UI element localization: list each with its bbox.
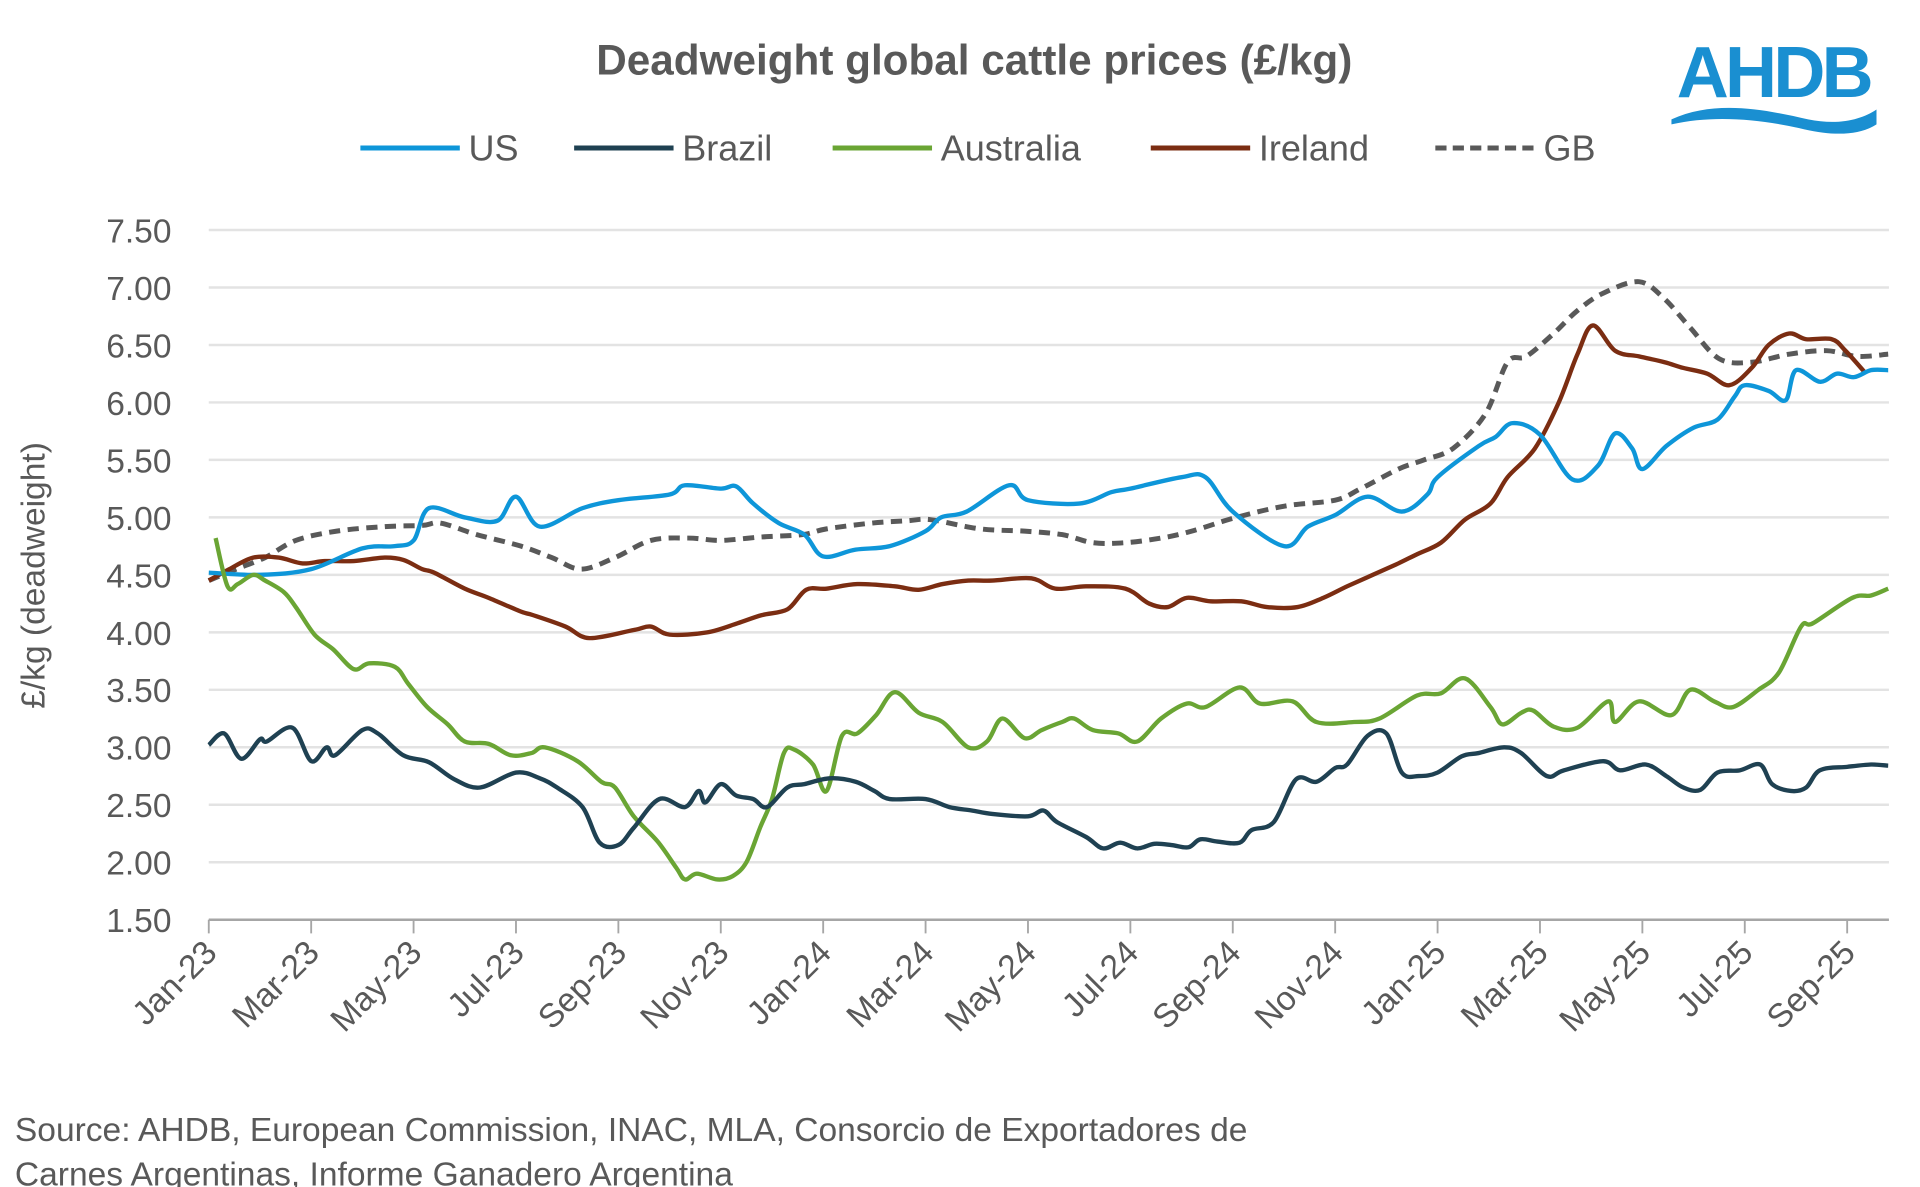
legend-item-australia: Australia	[832, 127, 1082, 168]
y-tick-label: 5.50	[106, 443, 171, 480]
legend-label: US	[469, 127, 519, 168]
source-line-1: Source: AHDB, European Commission, INAC,…	[15, 1112, 1247, 1149]
y-tick-label: 7.00	[106, 271, 171, 308]
x-tick-label: Mar-25	[1454, 934, 1555, 1035]
legend-label: Brazil	[682, 127, 772, 168]
y-tick-label: 6.00	[106, 386, 171, 423]
svg-text:AHDB: AHDB	[1677, 33, 1871, 113]
x-tick-label: Sep-23	[531, 934, 634, 1037]
legend: US Brazil Australia Ireland GB	[360, 127, 1596, 168]
x-tick-label: Nov-23	[634, 934, 737, 1037]
y-tick-label: 6.50	[106, 328, 171, 365]
x-tick-label: Nov-24	[1248, 934, 1351, 1037]
x-tick-label: Jan-23	[126, 934, 225, 1033]
y-tick-label: 4.50	[106, 558, 171, 595]
legend-label: Ireland	[1259, 127, 1369, 168]
y-tick-label: 2.50	[106, 788, 171, 825]
x-tick-label: Jan-25	[1354, 934, 1453, 1033]
y-tick-label: 1.50	[106, 903, 171, 940]
y-axis-title: £/kg (deadweight)	[16, 442, 53, 709]
y-tick-label: 2.00	[106, 846, 171, 883]
x-tick-label: Jan-24	[740, 934, 839, 1033]
x-tick-label: Sep-24	[1146, 934, 1249, 1037]
legend-item-gb: GB	[1435, 127, 1596, 168]
x-tick-label: Mar-23	[225, 934, 326, 1035]
x-tick-label: May-24	[938, 934, 1043, 1039]
series-line-brazil	[207, 725, 1889, 851]
ahdb-logo: AHDB	[1671, 33, 1877, 134]
y-tick-label: 3.00	[106, 731, 171, 768]
legend-item-us: US	[360, 127, 519, 168]
y-tick-label: 3.50	[106, 673, 171, 710]
x-tick-label: May-23	[324, 934, 429, 1039]
y-tick-label: 5.00	[106, 501, 171, 538]
x-tick-label: May-25	[1553, 934, 1658, 1039]
series-line-gb	[207, 279, 1889, 583]
x-tick-label: Sep-25	[1760, 934, 1863, 1037]
series-line-us	[208, 367, 1889, 578]
x-tick-label: Mar-24	[840, 934, 941, 1035]
legend-label: GB	[1543, 127, 1595, 168]
legend-item-brazil: Brazil	[574, 127, 772, 168]
series-line-ireland	[207, 323, 1868, 641]
y-tick-label: 4.00	[106, 616, 171, 653]
x-tick-label: Jul-24	[1055, 934, 1146, 1025]
x-tick-label: Jul-23	[441, 934, 532, 1025]
source-line-2: Carnes Argentinas, Informe Ganadero Arge…	[15, 1157, 733, 1187]
series-line-australia	[213, 537, 1890, 882]
legend-label: Australia	[941, 127, 1082, 168]
y-tick-label: 7.50	[106, 213, 171, 250]
series-lines	[207, 279, 1890, 882]
chart-title: Deadweight global cattle prices (£/kg)	[596, 37, 1352, 84]
x-tick-label: Jul-25	[1670, 934, 1761, 1025]
y-axis-ticks: 1.50 2.00 2.50 3.00 3.50 4.00 4.50 5.00 5.50 6.00…	[106, 213, 171, 940]
legend-item-ireland: Ireland	[1150, 127, 1369, 168]
